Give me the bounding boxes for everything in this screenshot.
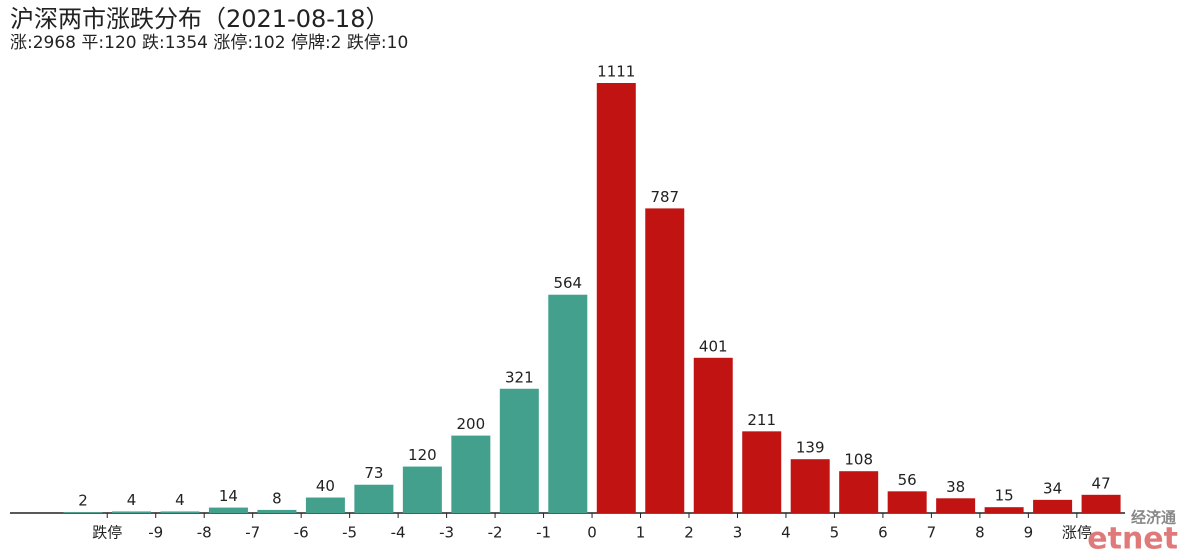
bar: [257, 509, 297, 513]
value-label: 108: [844, 451, 873, 469]
bar: [936, 498, 976, 513]
value-label: 4: [175, 491, 185, 509]
value-label: 34: [1043, 479, 1062, 497]
value-label: 47: [1092, 474, 1111, 492]
bar: [1081, 494, 1121, 513]
bar: [742, 431, 782, 513]
chart-subtitle: 涨:2968 平:120 跌:1354 涨停:102 停牌:2 跌停:10: [10, 33, 408, 53]
x-tick-label: -1: [536, 524, 551, 542]
x-tick-label: 4: [781, 524, 791, 542]
bar: [984, 507, 1024, 513]
x-tick-label: 3: [733, 524, 743, 542]
value-label: 14: [219, 487, 238, 505]
value-label: 139: [796, 439, 825, 457]
bar: [305, 497, 345, 513]
value-label: 211: [747, 411, 776, 429]
x-tick-label: -3: [439, 524, 454, 542]
x-tick-label: 8: [975, 524, 985, 542]
watermark-cn: 经济通: [1131, 509, 1176, 527]
value-label: 564: [553, 274, 582, 292]
bar: [645, 208, 685, 513]
x-tick-label: 2: [684, 524, 694, 542]
x-tick-label: 9: [1024, 524, 1034, 542]
bar: [63, 512, 103, 513]
bar: [451, 435, 491, 513]
watermark-logo: etnet: [1087, 522, 1178, 553]
bar: [160, 511, 200, 513]
x-tick-label: 跌停: [92, 524, 122, 542]
value-label: 401: [699, 337, 728, 355]
chart-title: 沪深两市涨跌分布（2021-08-18）: [10, 5, 389, 33]
bar: [790, 459, 830, 513]
x-tick-label: 6: [878, 524, 888, 542]
bar: [693, 357, 733, 513]
value-label: 38: [946, 478, 965, 496]
value-label: 4: [127, 491, 137, 509]
value-label: 120: [408, 446, 437, 464]
bar: [111, 511, 151, 513]
x-tick-label: -4: [391, 524, 406, 542]
bar: [1033, 499, 1073, 513]
x-tick-label: -6: [294, 524, 309, 542]
value-label: 40: [316, 477, 335, 495]
value-label: 15: [995, 487, 1014, 505]
value-label: 73: [364, 464, 383, 482]
x-tick-label: -5: [342, 524, 357, 542]
bar: [887, 491, 927, 513]
x-tick-label: 涨停: [1062, 524, 1092, 542]
value-label: 8: [272, 489, 282, 507]
value-label: 200: [457, 415, 486, 433]
value-label: 1111: [597, 63, 635, 81]
bar: [402, 466, 442, 513]
x-tick-label: 1: [636, 524, 646, 542]
bar: [354, 484, 394, 513]
bar: [499, 388, 539, 513]
x-tick-label: 5: [830, 524, 840, 542]
bar: [839, 471, 879, 513]
x-tick-label: 7: [927, 524, 937, 542]
bar: [208, 507, 248, 513]
x-tick-label: -7: [245, 524, 260, 542]
bar: [548, 294, 588, 513]
x-tick-label: -8: [197, 524, 212, 542]
value-label: 2: [78, 492, 88, 510]
value-label: 787: [650, 188, 679, 206]
x-tick-label: -9: [148, 524, 163, 542]
bar: [596, 83, 636, 513]
value-label: 56: [898, 471, 917, 489]
value-label: 321: [505, 368, 534, 386]
x-tick-label: -2: [488, 524, 503, 542]
x-tick-label: 0: [587, 524, 597, 542]
